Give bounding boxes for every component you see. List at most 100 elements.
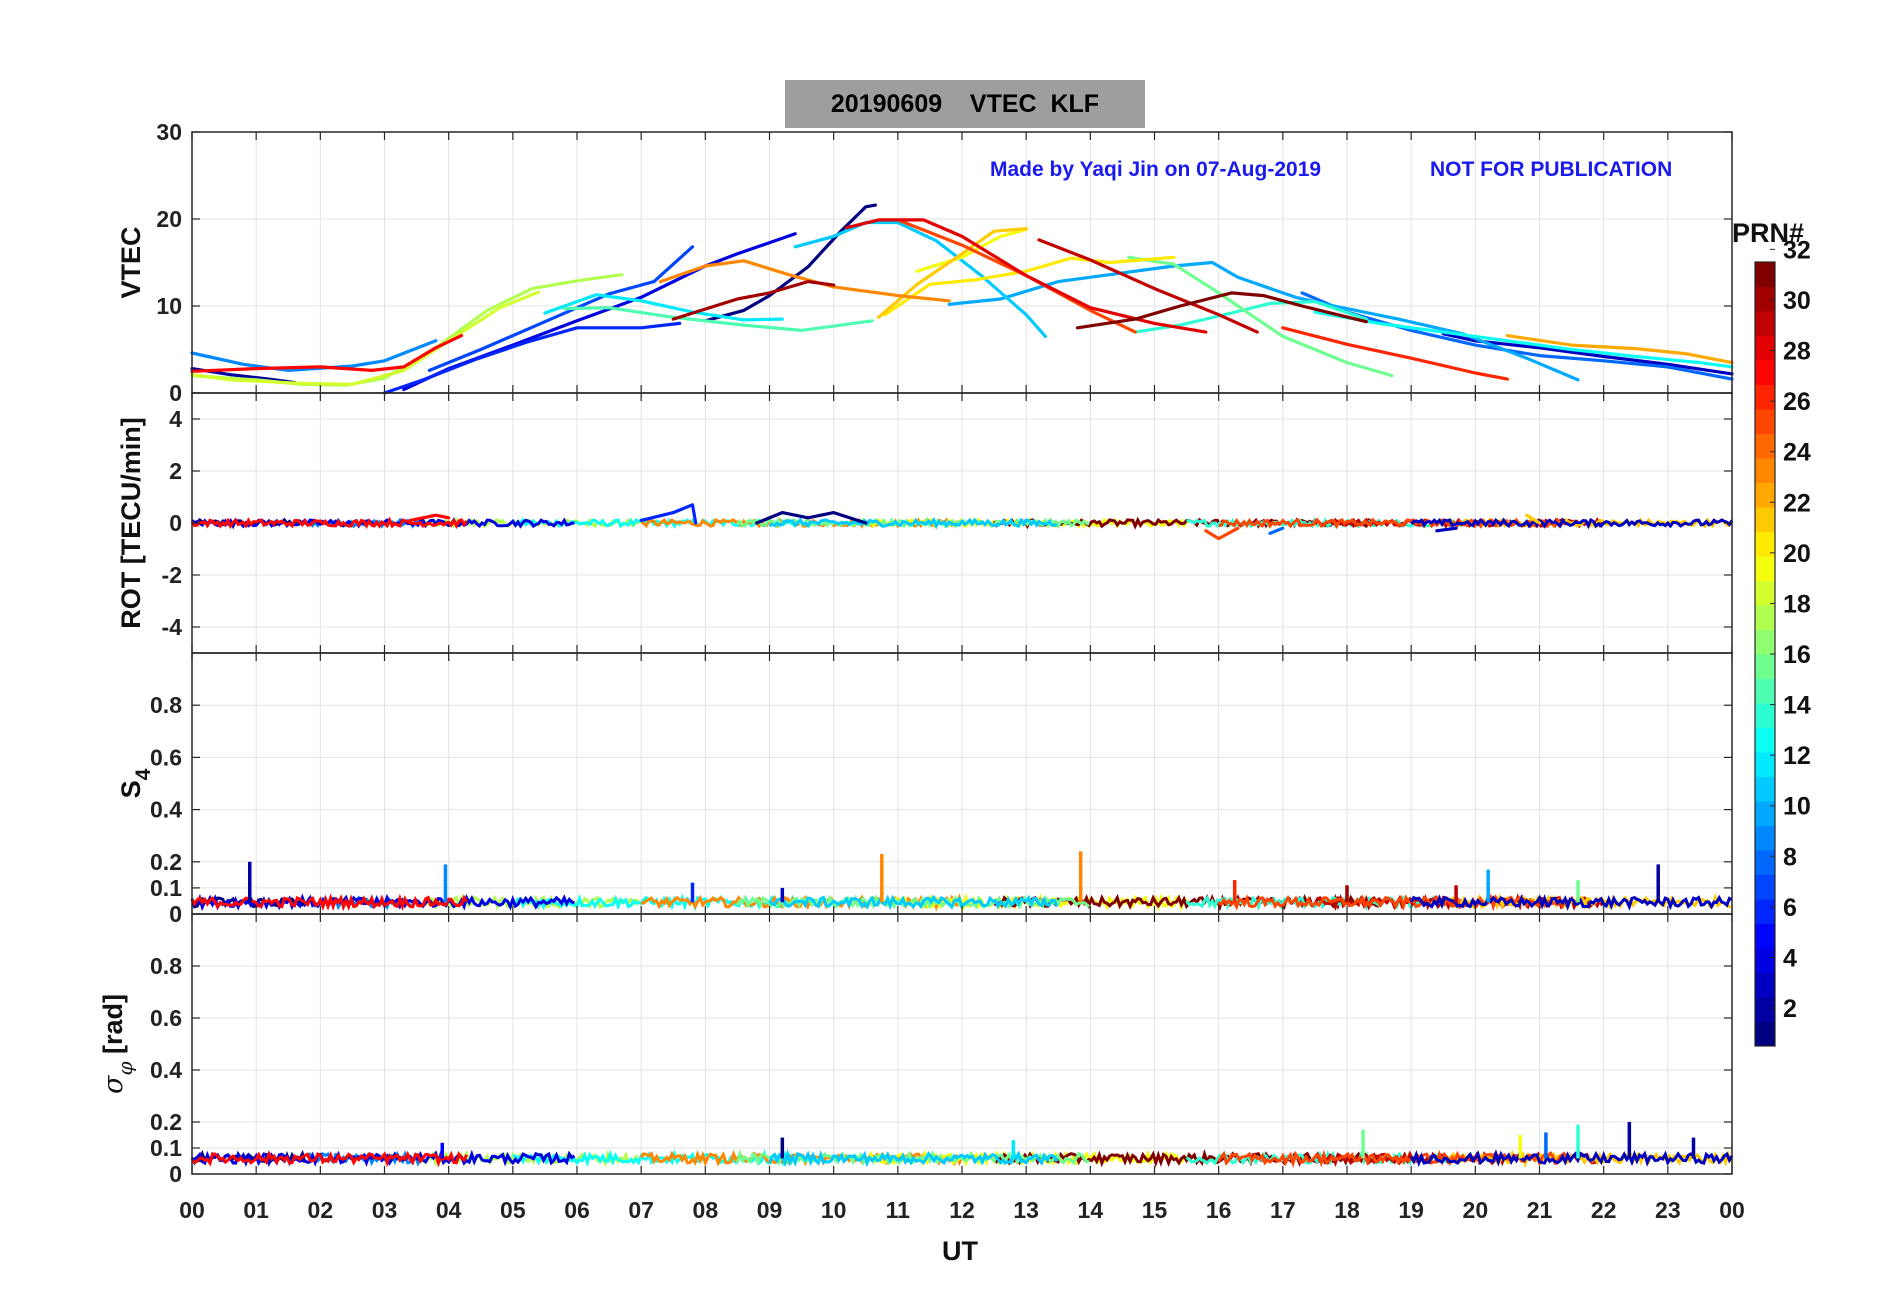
x-tick-label: 15 bbox=[1142, 1197, 1168, 1223]
x-tick-label: 20 bbox=[1463, 1197, 1489, 1223]
grid-sigma_phi bbox=[191, 914, 1733, 1175]
series-prn-24 bbox=[658, 259, 951, 303]
y-tick-label: 0 bbox=[169, 510, 182, 536]
colorbar-swatch bbox=[1755, 629, 1775, 655]
colorbar-swatch bbox=[1755, 384, 1775, 410]
y-tick-label: -4 bbox=[162, 614, 183, 640]
series-prn-13 bbox=[1313, 310, 1734, 369]
y-tick-label: 0.2 bbox=[150, 849, 182, 875]
x-tick-label: 02 bbox=[308, 1197, 334, 1223]
series-prn-28 bbox=[408, 513, 451, 522]
series-prn-3 bbox=[1441, 332, 1734, 376]
colorbar-swatch bbox=[1755, 556, 1775, 581]
colorbar-tick-label: 22 bbox=[1783, 489, 1811, 517]
series-prn-1 bbox=[755, 511, 868, 525]
grid-s4 bbox=[191, 653, 1733, 915]
x-tick-label: 08 bbox=[693, 1197, 719, 1223]
x-tick-label: 01 bbox=[243, 1197, 269, 1223]
x-tick-label: 04 bbox=[436, 1197, 462, 1223]
series-vtec bbox=[190, 203, 1734, 395]
colorbar-swatch bbox=[1755, 1021, 1775, 1047]
series-prn-10 bbox=[947, 260, 1580, 382]
x-tick-label: 16 bbox=[1206, 1197, 1232, 1223]
author-note: Made by Yaqi Jin on 07-Aug-2019 bbox=[990, 158, 1321, 181]
colorbar-tick-label: 32 bbox=[1783, 236, 1811, 264]
colorbar-swatch bbox=[1755, 311, 1775, 336]
x-axis-label: UT bbox=[942, 1236, 978, 1266]
x-tick-label: 00 bbox=[179, 1197, 205, 1223]
y-tick-label: -2 bbox=[162, 562, 182, 588]
series-prn-6 bbox=[639, 503, 698, 525]
y-tick-label: 0.8 bbox=[150, 692, 182, 718]
series-prn-16 bbox=[1127, 255, 1394, 378]
series-prn-22 bbox=[1525, 513, 1542, 525]
y-tick-label: 0.8 bbox=[150, 953, 182, 979]
series-prn-29 bbox=[844, 218, 1208, 334]
x-tick-label: 05 bbox=[500, 1197, 526, 1223]
series-prn-6 bbox=[382, 321, 682, 395]
colorbar-tick-label: 18 bbox=[1783, 590, 1811, 618]
colorbar-swatch bbox=[1755, 801, 1775, 826]
x-tick-label: 09 bbox=[757, 1197, 783, 1223]
colorbar-tick-label: 16 bbox=[1783, 641, 1811, 669]
x-tick-label: 21 bbox=[1527, 1197, 1553, 1223]
y-axis-label-sigma_phi: σφ [rad] bbox=[98, 994, 137, 1094]
colorbar-swatch bbox=[1755, 360, 1775, 385]
colorbar-tick-label: 6 bbox=[1783, 894, 1797, 922]
trace-prn-28 bbox=[191, 1150, 468, 1168]
colorbar-label: PRN# bbox=[1732, 218, 1804, 248]
series-prn-3 bbox=[1435, 526, 1458, 533]
series-prn-8 bbox=[1268, 526, 1285, 535]
y-axis-label-vtec: VTEC bbox=[116, 226, 146, 298]
x-tick-label: 12 bbox=[949, 1197, 975, 1223]
colorbar-swatch bbox=[1755, 531, 1775, 557]
y-tick-label: 0.6 bbox=[150, 1005, 182, 1031]
series-prn-23 bbox=[1505, 334, 1734, 365]
colorbar-swatch bbox=[1755, 899, 1775, 924]
colorbar-swatch bbox=[1755, 727, 1775, 753]
y-tick-label: 0.1 bbox=[150, 1135, 182, 1161]
x-tick-label: 00 bbox=[1719, 1197, 1745, 1223]
noise-traces-s4 bbox=[190, 892, 1733, 912]
x-tick-label: 11 bbox=[886, 1197, 911, 1223]
y-tick-label: 2 bbox=[169, 458, 182, 484]
spikes-sigma_phi bbox=[440, 1122, 1696, 1159]
colorbar-swatch bbox=[1755, 752, 1775, 777]
series-prn-28 bbox=[190, 334, 464, 373]
y-tick-label: 30 bbox=[156, 119, 182, 145]
series-rot bbox=[408, 503, 1542, 541]
trace-prn-28 bbox=[190, 516, 468, 530]
spikes-s4 bbox=[248, 851, 1660, 903]
series-prn-1 bbox=[703, 203, 877, 323]
y-tick-label: 0.6 bbox=[150, 744, 182, 770]
publication-note: NOT FOR PUBLICATION bbox=[1430, 158, 1672, 181]
colorbar-swatch bbox=[1755, 972, 1775, 998]
x-tick-label: 19 bbox=[1398, 1197, 1424, 1223]
series-prn-30 bbox=[1037, 238, 1259, 334]
trace-prn-11 bbox=[768, 1148, 1059, 1168]
y-tick-label: 0.2 bbox=[150, 1109, 182, 1135]
colorbar-swatch bbox=[1755, 507, 1775, 532]
colorbar-tick-label: 8 bbox=[1783, 843, 1797, 871]
colorbar-tick-label: 26 bbox=[1783, 388, 1811, 416]
series-prn-21 bbox=[883, 255, 1176, 317]
colorbar-swatch bbox=[1755, 874, 1775, 900]
colorbar-tick-label: 28 bbox=[1783, 338, 1811, 366]
trace-prn-11 bbox=[768, 894, 1059, 911]
colorbar-swatch bbox=[1755, 458, 1775, 483]
x-tick-label: 17 bbox=[1270, 1197, 1296, 1223]
colorbar-swatch bbox=[1755, 850, 1775, 875]
colorbar-swatch bbox=[1755, 825, 1775, 851]
colorbar-tick-label: 4 bbox=[1783, 944, 1797, 972]
colorbar-swatch bbox=[1755, 654, 1775, 679]
y-tick-label: 0 bbox=[169, 901, 182, 927]
y-axis-label-rot: ROT [TECU/min] bbox=[116, 417, 146, 628]
x-tick-label: 14 bbox=[1078, 1197, 1104, 1223]
y-tick-label: 0.1 bbox=[150, 875, 182, 901]
trace-prn-13 bbox=[512, 1149, 802, 1168]
colorbar-swatch bbox=[1755, 286, 1775, 312]
panel-s4: 00.10.2 0.4 0.6 0.8 S4 bbox=[116, 652, 1733, 927]
y-axis-label-s4: S4 bbox=[116, 768, 155, 798]
